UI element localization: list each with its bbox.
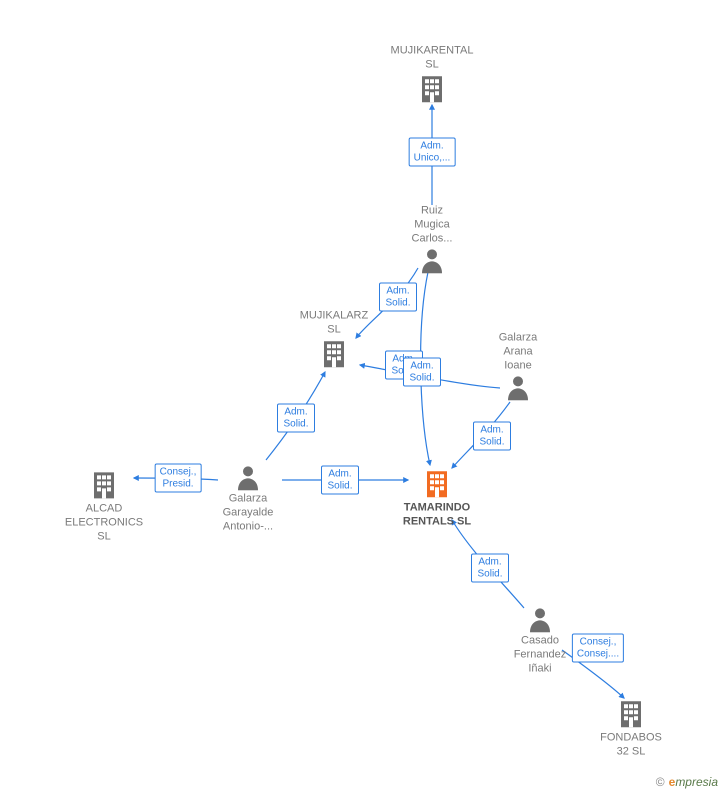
building-icon [392, 469, 482, 499]
node-label: ALCAD ELECTRONICS SL [59, 502, 149, 543]
node-label: MUJIKALARZ SL [289, 309, 379, 337]
company-node[interactable]: ALCAD ELECTRONICS SL [59, 468, 149, 543]
person-node[interactable]: Ruiz Mugica Carlos... [387, 204, 477, 275]
person-node[interactable]: Galarza Arana Ioane [473, 331, 563, 402]
node-label: Galarza Arana Ioane [473, 331, 563, 372]
node-label: Galarza Garayalde Antonio-... [203, 492, 293, 533]
person-icon [387, 248, 477, 274]
person-icon [495, 606, 585, 632]
person-node[interactable]: Casado Fernandez Iñaki [495, 604, 585, 675]
building-icon [59, 470, 149, 500]
edges-layer [0, 0, 728, 795]
edge-role-label: Adm. Solid. [321, 466, 359, 495]
company-node[interactable]: MUJIKALARZ SL [289, 309, 379, 371]
building-icon [387, 74, 477, 104]
footer-attribution: © empresia [656, 775, 718, 789]
person-node[interactable]: Galarza Garayalde Antonio-... [203, 462, 293, 533]
building-icon [289, 339, 379, 369]
node-label: Casado Fernandez Iñaki [495, 634, 585, 675]
company-node[interactable]: FONDABOS 32 SL [586, 697, 676, 759]
node-label: MUJIKARENTAL SL [387, 44, 477, 72]
diagram-canvas: Adm. Unico,... Adm. Solid. Adm. Solid. Adm.… [0, 0, 728, 795]
company-node[interactable]: TAMARINDO RENTALS SL [392, 467, 482, 529]
building-icon [586, 699, 676, 729]
edge-role-label: Consej., Presid. [155, 464, 202, 493]
copyright-symbol: © [656, 775, 665, 789]
person-icon [203, 464, 293, 490]
person-icon [473, 375, 563, 401]
edge-role-label: Adm. Solid. [277, 404, 315, 433]
edge-role-label: Adm. Solid. [471, 554, 509, 583]
edge-role-label: Adm. Solid. [379, 283, 417, 312]
edge-role-label: Adm. Solid. [473, 422, 511, 451]
node-label: Ruiz Mugica Carlos... [387, 204, 477, 245]
edge-role-label: Adm. Unico,... [409, 138, 456, 167]
company-node[interactable]: MUJIKARENTAL SL [387, 44, 477, 106]
node-label: TAMARINDO RENTALS SL [392, 501, 482, 529]
brand-name: empresia [669, 775, 718, 789]
node-label: FONDABOS 32 SL [586, 731, 676, 759]
edge-role-label: Adm. Solid. [403, 358, 441, 387]
